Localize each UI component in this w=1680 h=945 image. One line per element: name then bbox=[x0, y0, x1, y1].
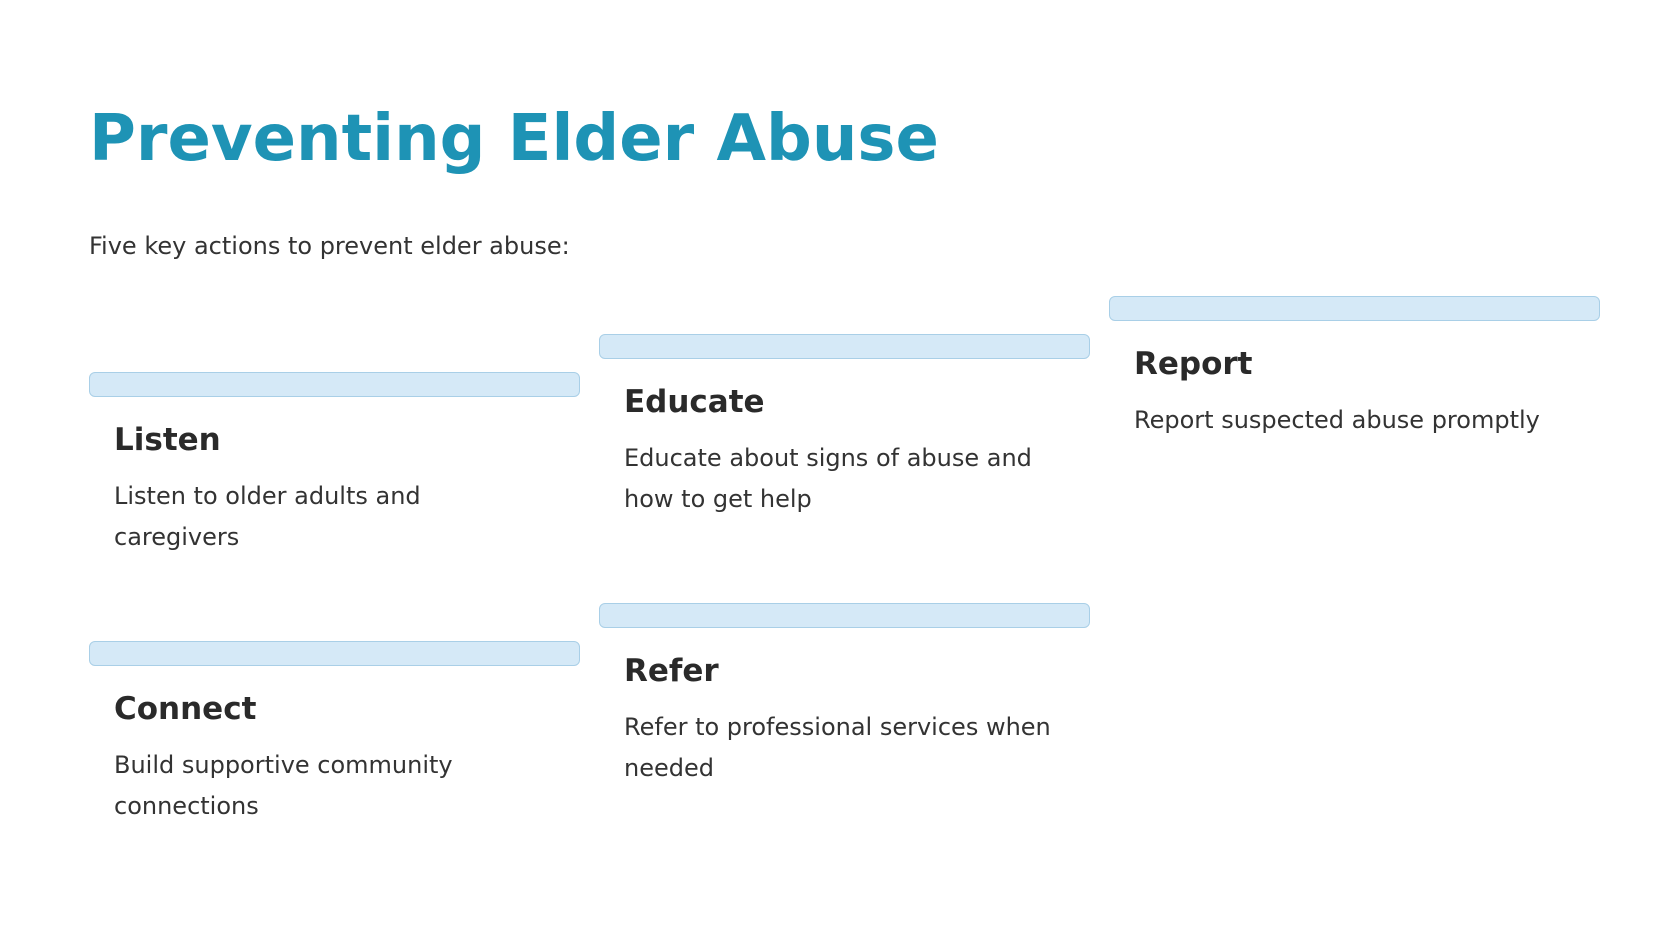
action-card-bar bbox=[89, 641, 580, 666]
action-card-bar bbox=[1109, 296, 1600, 321]
action-card-bar bbox=[599, 334, 1090, 359]
action-card-description: Listen to older adults and caregivers bbox=[114, 482, 421, 551]
intro-text: Five key actions to prevent elder abuse: bbox=[89, 232, 570, 260]
action-card-heading: Connect bbox=[114, 691, 257, 727]
action-card-heading: Refer bbox=[624, 653, 719, 689]
page-title: Preventing Elder Abuse bbox=[89, 102, 939, 176]
action-card-description: Educate about signs of abuse and how to … bbox=[624, 444, 1032, 513]
action-card-description: Report suspected abuse promptly bbox=[1134, 406, 1540, 434]
action-card-heading: Listen bbox=[114, 422, 221, 458]
action-card-heading: Educate bbox=[624, 384, 765, 420]
action-card-bar bbox=[89, 372, 580, 397]
action-card-description: Build supportive community connections bbox=[114, 751, 453, 820]
action-card-heading: Report bbox=[1134, 346, 1253, 382]
action-card-description: Refer to professional services when need… bbox=[624, 713, 1051, 782]
action-card-bar bbox=[599, 603, 1090, 628]
